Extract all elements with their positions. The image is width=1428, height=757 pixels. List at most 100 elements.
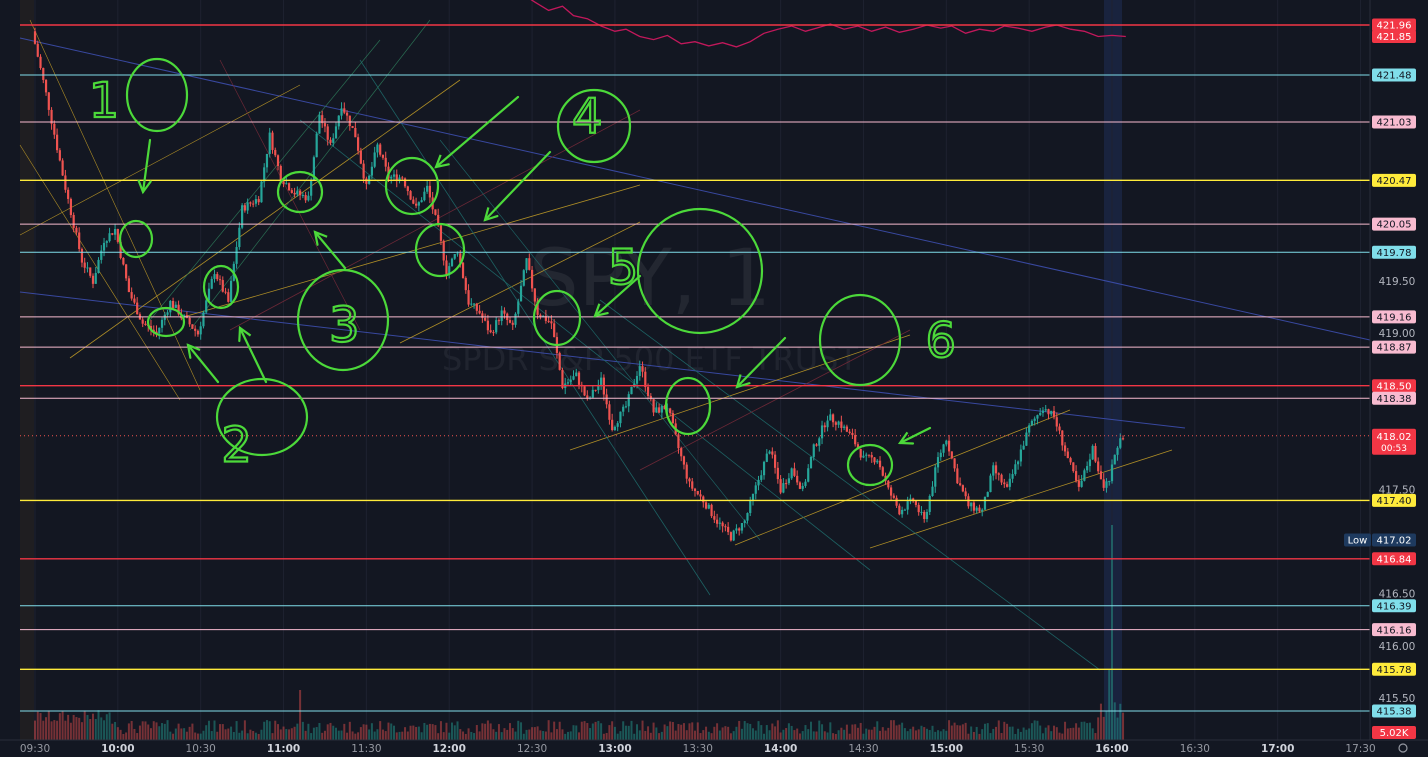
candle[interactable]: [901, 509, 904, 515]
candle[interactable]: [870, 455, 873, 458]
trend-line[interactable]: [869, 449, 1173, 549]
candle[interactable]: [829, 414, 832, 421]
candle[interactable]: [116, 229, 119, 242]
candle[interactable]: [97, 259, 100, 273]
candle[interactable]: [210, 278, 213, 289]
candle[interactable]: [525, 258, 528, 271]
candle[interactable]: [693, 488, 697, 492]
candle[interactable]: [384, 157, 387, 167]
candle[interactable]: [967, 496, 970, 507]
candle[interactable]: [997, 473, 1000, 475]
candle[interactable]: [334, 126, 338, 139]
candle[interactable]: [630, 386, 633, 395]
candle[interactable]: [533, 288, 536, 302]
candle[interactable]: [1047, 409, 1050, 415]
candle[interactable]: [669, 408, 672, 414]
candle[interactable]: [69, 198, 72, 216]
candle[interactable]: [478, 310, 481, 314]
candle[interactable]: [903, 509, 906, 511]
candle[interactable]: [682, 456, 686, 465]
candle[interactable]: [80, 248, 84, 263]
candle[interactable]: [851, 432, 854, 436]
candle[interactable]: [1003, 482, 1006, 485]
candle[interactable]: [1110, 464, 1114, 482]
candle[interactable]: [950, 451, 953, 459]
candle[interactable]: [1072, 462, 1075, 472]
candle[interactable]: [304, 195, 307, 201]
candle[interactable]: [205, 300, 208, 313]
candle[interactable]: [412, 199, 415, 204]
candle[interactable]: [779, 479, 782, 493]
candle[interactable]: [312, 157, 316, 181]
candle[interactable]: [881, 467, 884, 476]
candle[interactable]: [171, 300, 175, 308]
candle[interactable]: [390, 176, 393, 179]
candle[interactable]: [86, 267, 89, 269]
candle[interactable]: [600, 377, 603, 385]
candle[interactable]: [241, 205, 244, 228]
candle[interactable]: [514, 313, 517, 325]
candle[interactable]: [536, 301, 539, 315]
candle[interactable]: [815, 444, 818, 446]
candle[interactable]: [229, 280, 233, 302]
candle[interactable]: [641, 366, 644, 372]
candle[interactable]: [702, 496, 705, 503]
candle[interactable]: [105, 241, 108, 243]
candle[interactable]: [671, 413, 675, 424]
candle[interactable]: [652, 399, 655, 413]
candle[interactable]: [724, 526, 727, 528]
candle[interactable]: [981, 509, 984, 512]
candle[interactable]: [608, 404, 611, 420]
candle[interactable]: [807, 468, 810, 482]
settings-gear-icon[interactable]: [1398, 743, 1408, 753]
candle[interactable]: [823, 425, 826, 428]
candle[interactable]: [113, 229, 117, 235]
candle[interactable]: [426, 185, 429, 192]
trend-line[interactable]: [19, 291, 1186, 429]
candle[interactable]: [743, 520, 746, 524]
candle[interactable]: [920, 511, 923, 513]
candle[interactable]: [67, 189, 70, 199]
trend-line[interactable]: [19, 37, 1371, 341]
candle[interactable]: [923, 511, 926, 519]
candle[interactable]: [94, 272, 97, 284]
candle[interactable]: [914, 501, 918, 505]
candle[interactable]: [508, 320, 512, 323]
candle[interactable]: [149, 325, 153, 330]
candle[interactable]: [155, 331, 158, 334]
candle[interactable]: [495, 320, 498, 333]
candle[interactable]: [845, 426, 848, 432]
candle[interactable]: [119, 241, 122, 258]
candle[interactable]: [539, 314, 542, 318]
candle[interactable]: [196, 330, 200, 335]
candle[interactable]: [1099, 471, 1103, 480]
candle[interactable]: [765, 453, 768, 462]
candle[interactable]: [445, 260, 448, 275]
candle[interactable]: [1061, 430, 1064, 446]
candle[interactable]: [773, 454, 777, 468]
candle[interactable]: [202, 312, 205, 327]
trend-line[interactable]: [229, 109, 641, 331]
candle[interactable]: [793, 468, 796, 476]
candle[interactable]: [296, 190, 299, 195]
candle[interactable]: [798, 482, 802, 489]
candle[interactable]: [528, 258, 531, 270]
candle[interactable]: [1058, 426, 1061, 431]
candle[interactable]: [760, 475, 763, 480]
candle[interactable]: [939, 452, 942, 458]
candle[interactable]: [887, 480, 890, 488]
candle[interactable]: [511, 322, 514, 325]
candle[interactable]: [265, 153, 269, 168]
candle[interactable]: [906, 501, 909, 510]
trend-line[interactable]: [569, 334, 911, 451]
candle[interactable]: [776, 467, 779, 480]
candle[interactable]: [762, 461, 766, 476]
candle[interactable]: [166, 312, 169, 315]
candle[interactable]: [381, 154, 385, 158]
candle[interactable]: [992, 465, 995, 476]
candle[interactable]: [1113, 454, 1116, 465]
candle[interactable]: [144, 323, 147, 326]
candle[interactable]: [100, 250, 103, 260]
candle[interactable]: [619, 411, 622, 424]
candle[interactable]: [141, 319, 144, 324]
